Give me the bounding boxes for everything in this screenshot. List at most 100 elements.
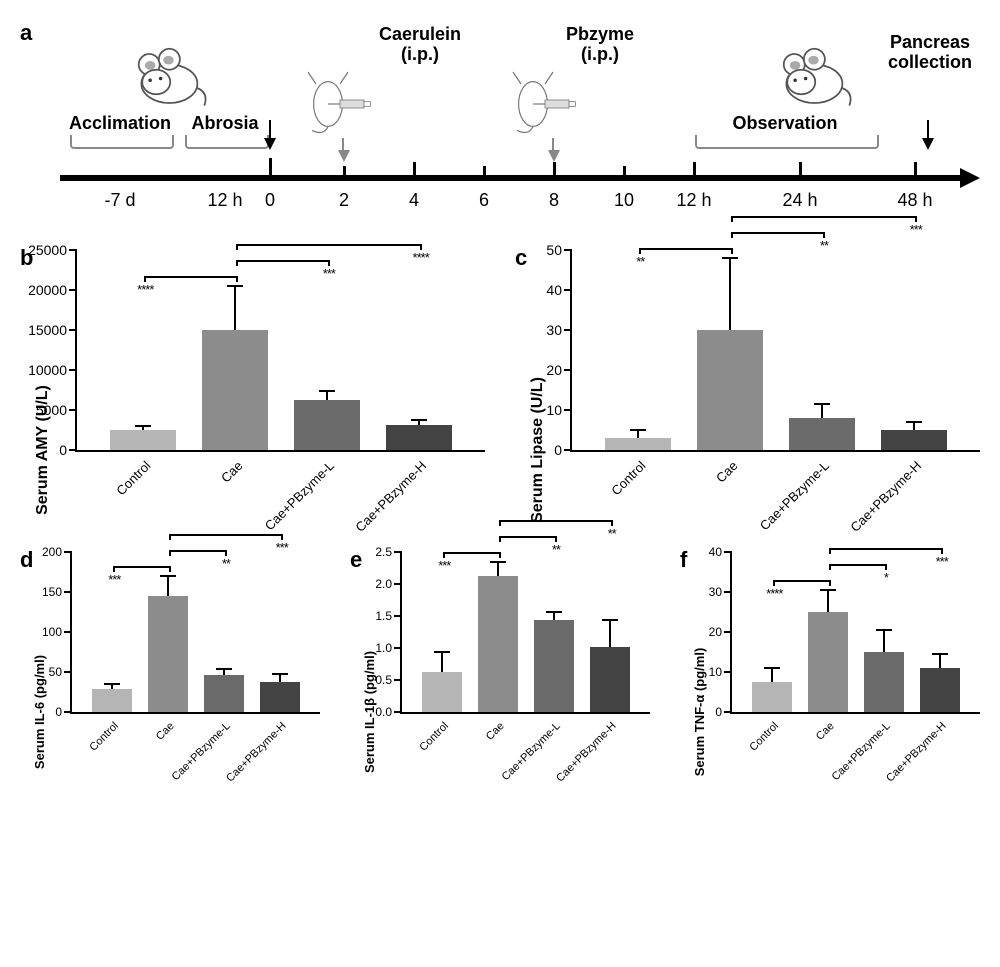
- significance-drop: [236, 260, 238, 266]
- chart-area: 050100150200ControlCaeCae+PBzyme-LCae+PB…: [70, 552, 320, 714]
- error-bar: [609, 620, 611, 647]
- panel-f-label: f: [680, 547, 687, 573]
- significance-drop: [169, 534, 171, 540]
- bar-wrap: Cae+PBzyme-H: [881, 430, 947, 450]
- error-cap: [932, 653, 948, 655]
- tick: [269, 158, 272, 178]
- error-bar: [771, 668, 773, 682]
- significance-line: [640, 248, 732, 250]
- y-tick: [564, 369, 572, 371]
- bar: [605, 438, 671, 450]
- bar: [204, 675, 244, 712]
- tick-label: 8: [549, 190, 559, 211]
- tick-label: -7 d: [104, 190, 135, 211]
- significance-label: **: [636, 254, 644, 269]
- y-tick-label: 150: [42, 585, 62, 599]
- x-tick-label: Cae+PBzyme-L: [829, 720, 892, 783]
- tick: [343, 166, 346, 178]
- bar-wrap: Control: [110, 430, 176, 450]
- bracket: [185, 135, 269, 149]
- bar: [881, 430, 947, 450]
- tick: [799, 162, 802, 178]
- bar: [294, 400, 360, 450]
- bar-wrap: Cae+PBzyme-L: [864, 652, 904, 712]
- y-tick: [564, 409, 572, 411]
- tick: [553, 162, 556, 178]
- y-tick: [724, 591, 732, 593]
- error-bar: [441, 653, 443, 672]
- y-tick: [564, 449, 572, 451]
- bars-group: ControlCaeCae+PBzyme-LCae+PBzyme-H: [732, 552, 980, 712]
- x-tick-label: Control: [609, 458, 649, 498]
- significance-line: [237, 244, 421, 246]
- significance-line: [170, 550, 226, 552]
- arrow-icon: [552, 138, 556, 150]
- bar-wrap: Cae+PBzyme-L: [534, 620, 574, 712]
- bar-wrap: Cae: [202, 330, 268, 450]
- significance-line: [774, 580, 830, 582]
- x-tick-label: Control: [417, 720, 451, 754]
- significance-label: *: [884, 570, 888, 585]
- error-cap: [272, 673, 288, 675]
- bar-wrap: Cae: [478, 576, 518, 712]
- error-bar: [939, 654, 941, 668]
- y-tick-label: 0: [554, 442, 562, 458]
- significance-drop: [731, 216, 733, 222]
- x-tick-label: Cae+PBzyme-H: [224, 720, 288, 784]
- caerulein-label: Caerulein(i.p.): [379, 25, 461, 65]
- significance-label: ****: [137, 282, 153, 297]
- bar: [920, 668, 960, 712]
- tick-label: 24 h: [782, 190, 817, 211]
- significance-line: [830, 564, 886, 566]
- x-tick-label: Cae+PBzyme-L: [169, 720, 232, 783]
- x-tick-label: Control: [747, 720, 781, 754]
- bar: [864, 652, 904, 712]
- error-bar: [279, 674, 281, 681]
- mouse-icon: [765, 40, 855, 110]
- panel-d-label: d: [20, 547, 33, 573]
- error-cap: [820, 589, 836, 591]
- tick-label: 10: [614, 190, 634, 211]
- tick-label: 4: [409, 190, 419, 211]
- y-tick-label: 2.0: [375, 577, 392, 591]
- significance-line: [830, 548, 942, 550]
- error-cap: [602, 619, 618, 621]
- timeline-axis: [60, 175, 970, 181]
- bar-wrap: Cae: [697, 330, 763, 450]
- panel-e-label: e: [350, 547, 362, 573]
- x-tick-label: Cae+PBzyme-L: [757, 458, 832, 533]
- arrow-icon: [548, 150, 560, 162]
- mouse-icon: [120, 40, 210, 110]
- y-tick: [64, 551, 72, 553]
- y-tick: [724, 551, 732, 553]
- y-tick: [69, 329, 77, 331]
- bar-wrap: Control: [422, 672, 462, 712]
- y-tick-label: 30: [709, 585, 722, 599]
- arrow-icon: [338, 150, 350, 162]
- y-axis-label: Serum TNF-α (pg/ml): [692, 648, 707, 777]
- tick: [914, 162, 917, 178]
- y-tick-label: 50: [546, 242, 562, 258]
- significance-drop: [731, 232, 733, 238]
- error-cap: [490, 561, 506, 563]
- y-tick-label: 0.5: [375, 673, 392, 687]
- injection-icon: [505, 65, 585, 135]
- error-cap: [876, 629, 892, 631]
- arrow-icon: [269, 120, 271, 138]
- y-tick-label: 2.5: [375, 545, 392, 559]
- y-tick: [724, 631, 732, 633]
- panel-c-label: c: [515, 245, 527, 271]
- significance-label: **: [552, 542, 560, 557]
- x-tick-label: Cae+PBzyme-H: [353, 458, 430, 535]
- significance-label: **: [608, 526, 616, 541]
- bar: [789, 418, 855, 450]
- y-tick-label: 1.0: [375, 641, 392, 655]
- y-tick: [69, 409, 77, 411]
- tick-label: 48 h: [897, 190, 932, 211]
- significance-line: [500, 536, 556, 538]
- y-tick-label: 0: [55, 705, 62, 719]
- panel-a-timeline: a: [20, 20, 980, 230]
- x-tick-label: Cae+PBzyme-L: [499, 720, 562, 783]
- y-tick: [69, 289, 77, 291]
- chart-area: 01020304050ControlCaeCae+PBzyme-LCae+PBz…: [570, 250, 980, 452]
